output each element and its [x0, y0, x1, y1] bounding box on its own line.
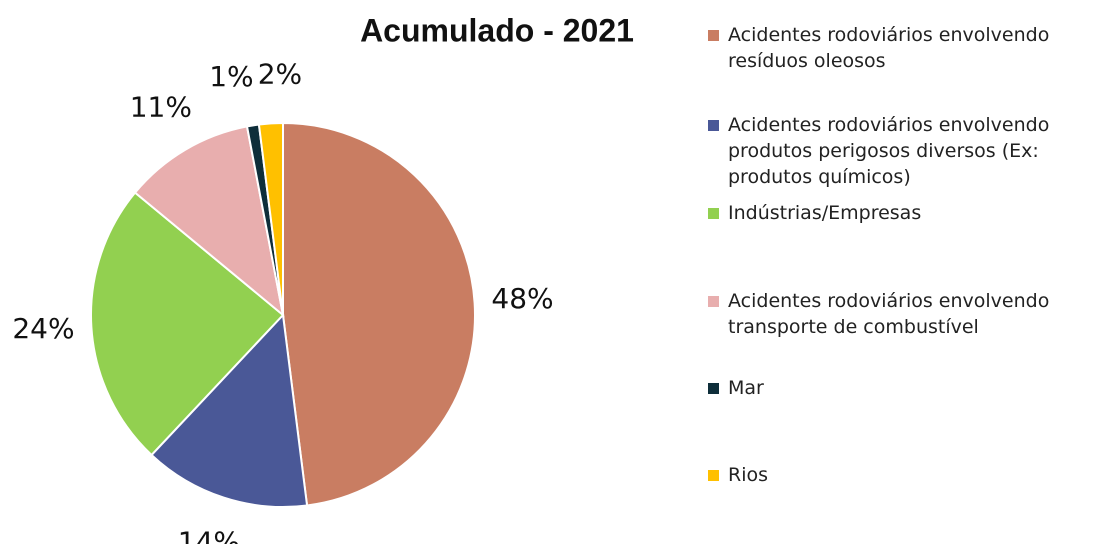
data-label: 24%	[12, 312, 74, 345]
legend-label: Acidentes rodoviários envolvendo transpo…	[728, 290, 1050, 338]
legend-swatch	[708, 383, 719, 394]
legend-item: Rios	[708, 462, 1098, 488]
legend-swatch	[708, 296, 719, 307]
legend-item: Mar	[708, 375, 1098, 401]
legend-label: Mar	[728, 377, 764, 399]
legend-label: Acidentes rodoviários envolvendo resíduo…	[728, 24, 1050, 72]
data-label: 14%	[178, 525, 240, 544]
legend-swatch	[708, 208, 719, 219]
legend-label: Indústrias/Empresas	[728, 202, 922, 224]
pie-slice	[133, 125, 285, 318]
data-label: 1%	[209, 60, 253, 93]
legend-label: Rios	[728, 464, 769, 486]
legend-swatch	[708, 470, 719, 481]
legend-item: Acidentes rodoviários envolvendo resíduo…	[708, 22, 1098, 74]
pie-slice	[282, 121, 476, 507]
legend-label: Acidentes rodoviários envolvendo produto…	[728, 114, 1050, 188]
legend-item: Indústrias/Empresas	[708, 200, 1098, 226]
pie-slice	[90, 191, 285, 457]
data-label: 48%	[491, 282, 553, 315]
legend-item: Acidentes rodoviários envolvendo produto…	[708, 112, 1098, 190]
pie-slice	[257, 121, 284, 316]
data-label: 2%	[258, 57, 302, 90]
legend-item: Acidentes rodoviários envolvendo transpo…	[708, 288, 1098, 340]
chart-title: Acumulado - 2021	[360, 12, 634, 48]
pie-slice	[150, 312, 309, 508]
legend-swatch	[708, 30, 719, 41]
data-label: 11%	[130, 90, 192, 123]
legend-swatch	[708, 120, 719, 131]
